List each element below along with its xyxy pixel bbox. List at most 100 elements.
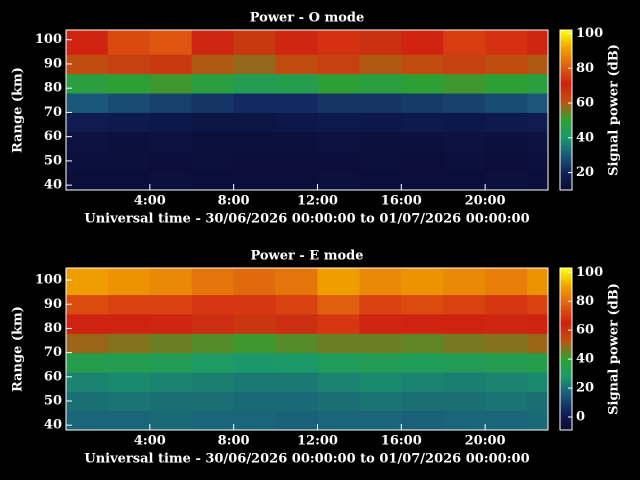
heat-cell (275, 30, 318, 55)
heat-cell (485, 73, 528, 94)
heat-cell (233, 54, 277, 75)
colorbar-step (560, 54, 572, 57)
colorbar-step (560, 134, 572, 137)
heat-cell (527, 54, 549, 75)
heat-cell (359, 410, 402, 431)
colorbar-step (560, 156, 572, 159)
chart-title: Power - O mode (250, 11, 365, 26)
heat-cell (191, 131, 235, 152)
heat-cell (275, 112, 318, 133)
heat-cell (66, 54, 109, 75)
colorbar-step (560, 48, 572, 51)
heat-cell (527, 313, 549, 334)
colorbar-step (560, 100, 572, 103)
heat-cell (149, 131, 193, 152)
heat-cell (66, 93, 109, 113)
colorbar-step (560, 40, 572, 43)
heat-cell (485, 30, 528, 55)
colorbar-step (560, 188, 572, 191)
heat-cell (485, 352, 528, 373)
heat-cell (443, 313, 486, 334)
heat-cell (191, 93, 235, 113)
colorbar-step (560, 387, 572, 390)
heat-cell (443, 112, 486, 133)
heat-cell (149, 294, 193, 315)
colorbar-step (560, 62, 572, 65)
colorbar-step (560, 268, 572, 271)
heat-cell (485, 391, 528, 412)
heat-cell (401, 170, 444, 191)
heat-cell (107, 352, 151, 373)
heat-cell (401, 151, 444, 172)
colorbar-step (560, 322, 572, 326)
colorbar-step (560, 116, 572, 119)
colorbar-step (560, 363, 572, 366)
heat-cell (527, 170, 549, 191)
heat-cell (66, 391, 109, 412)
heat-cell (107, 112, 151, 133)
heat-cell (107, 333, 151, 354)
colorbar-step (560, 168, 572, 171)
heat-cell (233, 170, 277, 191)
colorbar-step (560, 136, 572, 139)
heat-cell (317, 268, 360, 296)
heat-cell (149, 268, 193, 296)
colorbar-step (560, 336, 572, 340)
heat-cell (275, 131, 318, 152)
heat-cell (275, 151, 318, 172)
colorbar-step (560, 320, 572, 324)
colorbar-step (560, 357, 572, 360)
heat-cell (401, 371, 444, 392)
colorbar-step (560, 174, 572, 177)
colorbar-step (560, 338, 572, 342)
heat-cell (233, 391, 277, 412)
colorbar-step (560, 286, 572, 289)
y-tick-label: 60 (44, 129, 62, 144)
y-tick-label: 70 (44, 105, 62, 120)
colorbar-step (560, 144, 572, 147)
heat-cell (359, 93, 402, 113)
colorbar-step (560, 96, 572, 99)
heat-cell (317, 30, 360, 55)
y-tick-label: 90 (44, 297, 62, 312)
heat-cell (233, 151, 277, 172)
heat-cell (317, 93, 360, 113)
heat-cell (401, 54, 444, 75)
colorbar-step (560, 180, 572, 183)
heat-cell (275, 170, 318, 191)
colorbar-tick-label: 0 (576, 409, 585, 424)
heat-cell (401, 333, 444, 354)
heat-cell (191, 294, 235, 315)
colorbar-step (560, 122, 572, 125)
heat-cell (107, 93, 151, 113)
colorbar-step (560, 142, 572, 145)
heat-cell (443, 410, 486, 431)
colorbar-step (560, 92, 572, 95)
colorbar-step (560, 82, 572, 85)
colorbar-step (560, 104, 572, 107)
heat-cell (149, 54, 193, 75)
heat-cell (149, 151, 193, 172)
heat-cell (317, 73, 360, 94)
chart-title: Power - E mode (250, 249, 363, 264)
heat-cell (107, 151, 151, 172)
colorbar-step (560, 409, 572, 413)
colorbar-step (560, 66, 572, 69)
colorbar-step (560, 158, 572, 161)
heat-cell (485, 112, 528, 133)
colorbar-step (560, 353, 572, 356)
colorbar-step (560, 294, 572, 297)
colorbar-step (560, 120, 572, 123)
colorbar-tick-label: 40 (576, 352, 594, 367)
colorbar-step (560, 124, 572, 127)
heat-cell (359, 313, 402, 334)
heat-cell (527, 151, 549, 172)
colorbar-step (560, 308, 572, 312)
y-axis-label: Range (km) (11, 67, 26, 153)
colorbar-step (560, 304, 572, 307)
colorbar-step (560, 118, 572, 121)
heat-cell (401, 93, 444, 113)
colorbar-step (560, 72, 572, 75)
heat-cell (107, 268, 151, 296)
heat-cell (317, 112, 360, 133)
